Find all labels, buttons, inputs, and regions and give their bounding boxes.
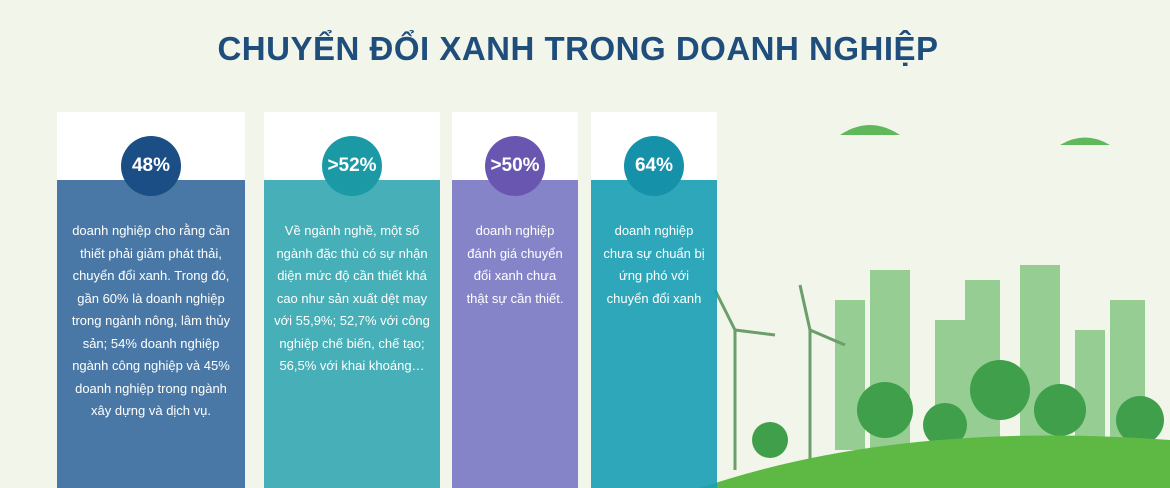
stat-card: >52% Về ngành nghề, một số ngành đặc thù…	[264, 112, 440, 488]
stat-card: 64% doanh nghiệp chưa sự chuẩn bị ứng ph…	[591, 112, 717, 488]
card-text: Về ngành nghề, một số ngành đặc thù có s…	[274, 220, 430, 378]
title: CHUYỂN ĐỔI XANH TRONG DOANH NGHIỆP	[0, 30, 1156, 68]
infographic: CHUYỂN ĐỔI XANH TRONG DOANH NGHIỆP 48% d…	[0, 0, 1170, 488]
stat-badge: >52%	[322, 136, 382, 196]
stat-badge: 64%	[624, 136, 684, 196]
card-text: doanh nghiệp cho rằng cần thiết phải giả…	[67, 220, 235, 423]
stat-card: >50% doanh nghiệp đánh giá chuyển đổi xa…	[452, 112, 578, 488]
stat-badge: >50%	[485, 136, 545, 196]
stat-badge: 48%	[121, 136, 181, 196]
card-text: doanh nghiệp đánh giá chuyển đổi xanh ch…	[462, 220, 568, 310]
card-text: doanh nghiệp chưa sự chuẩn bị ứng phó vớ…	[601, 220, 707, 310]
stat-card: 48% doanh nghiệp cho rằng cần thiết phải…	[57, 112, 245, 488]
